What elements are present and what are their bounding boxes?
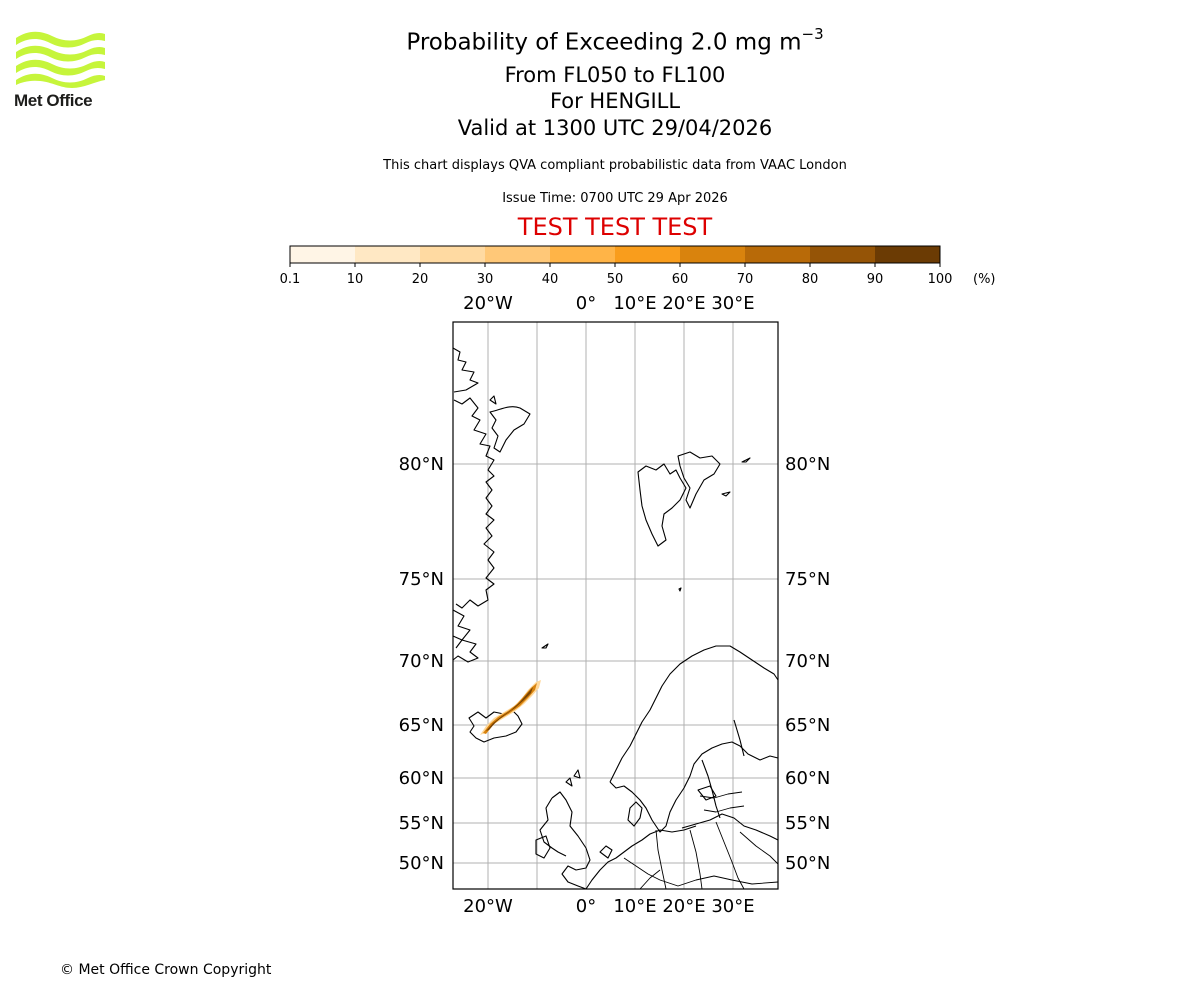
graticule	[453, 322, 778, 889]
map-frame	[452, 321, 779, 890]
latitude-label: 70°N	[399, 651, 444, 672]
latitude-label: 60°N	[399, 768, 444, 789]
latitude-label: 50°N	[785, 853, 830, 874]
latitude-label: 55°N	[399, 813, 444, 834]
longitude-label: 30°E	[711, 896, 754, 917]
latitude-label: 70°N	[785, 651, 830, 672]
disclaimer-text: This chart displays QVA compliant probab…	[383, 158, 847, 173]
volcano-name: For HENGILL	[549, 89, 681, 113]
latitude-label: 80°N	[399, 454, 444, 475]
colorbar-swatch	[745, 246, 811, 263]
colorbar-tick-label: 80	[802, 272, 819, 287]
met-office-logo: Met Office	[14, 30, 106, 112]
colorbar-tick-label: 30	[477, 272, 494, 287]
probability-colorbar: 0.1 10 20 30 40 50 60 70 80 90 100 (%)	[280, 245, 996, 287]
longitude-label: 10°E	[613, 293, 656, 314]
issue-time: Issue Time: 0700 UTC 29 Apr 2026	[502, 191, 728, 206]
chart-title: Probability of Exceeding 2.0 mg m−3	[0, 25, 1200, 56]
longitude-label: 20°W	[463, 896, 513, 917]
colorbar-tick-label: 20	[412, 272, 429, 287]
title-main: Probability of Exceeding 2.0 mg m	[406, 29, 802, 56]
latitude-label: 55°N	[785, 813, 830, 834]
flight-level-range: From FL050 to FL100	[504, 63, 726, 87]
latitude-label: 75°N	[399, 569, 444, 590]
latitude-label: 75°N	[785, 569, 830, 590]
colorbar-swatch	[550, 246, 616, 263]
colorbar-swatch	[485, 246, 551, 263]
latitude-label: 60°N	[785, 768, 830, 789]
colorbar-swatch	[810, 246, 876, 263]
colorbar-swatch	[615, 246, 681, 263]
colorbar-tick-label: 0.1	[280, 272, 301, 287]
coastlines	[452, 347, 779, 890]
colorbar-tick-label: 90	[867, 272, 884, 287]
colorbar-unit: (%)	[973, 272, 996, 287]
colorbar-tick-label: 70	[737, 272, 754, 287]
longitude-label: 0°	[576, 896, 596, 917]
longitude-label: 30°E	[711, 293, 754, 314]
title-exponent: −3	[801, 25, 824, 43]
logo-text: Met Office	[14, 91, 93, 110]
colorbar-swatch	[420, 246, 486, 263]
longitude-label: 20°W	[463, 293, 513, 314]
colorbar-swatch	[680, 246, 746, 263]
colorbar-tick-label: 40	[542, 272, 559, 287]
colorbar-swatch	[290, 246, 356, 263]
latitude-label: 65°N	[785, 715, 830, 736]
map-panel: 20°W 0° 10°E 20°E 30°E 20°W 0° 10°E 20°E 30°E 80…	[399, 293, 831, 917]
test-banner: TEST TEST TEST	[517, 213, 713, 241]
longitude-label: 0°	[576, 293, 596, 314]
colorbar-tick-label: 10	[347, 272, 364, 287]
latitude-label: 80°N	[785, 454, 830, 475]
longitude-label: 10°E	[613, 896, 656, 917]
colorbar-tick-label: 60	[672, 272, 689, 287]
copyright-footer: © Met Office Crown Copyright	[60, 962, 272, 978]
latitude-label: 65°N	[399, 715, 444, 736]
longitude-label: 20°E	[662, 896, 705, 917]
ash-plume	[480, 680, 541, 735]
colorbar-tick-label: 100	[928, 272, 953, 287]
valid-time: Valid at 1300 UTC 29/04/2026	[457, 116, 773, 140]
met-office-wave-icon	[16, 31, 105, 88]
latitude-label: 50°N	[399, 853, 444, 874]
colorbar-swatch	[875, 246, 941, 263]
colorbar-swatch	[355, 246, 421, 263]
longitude-label: 20°E	[662, 293, 705, 314]
colorbar-tick-label: 50	[607, 272, 624, 287]
